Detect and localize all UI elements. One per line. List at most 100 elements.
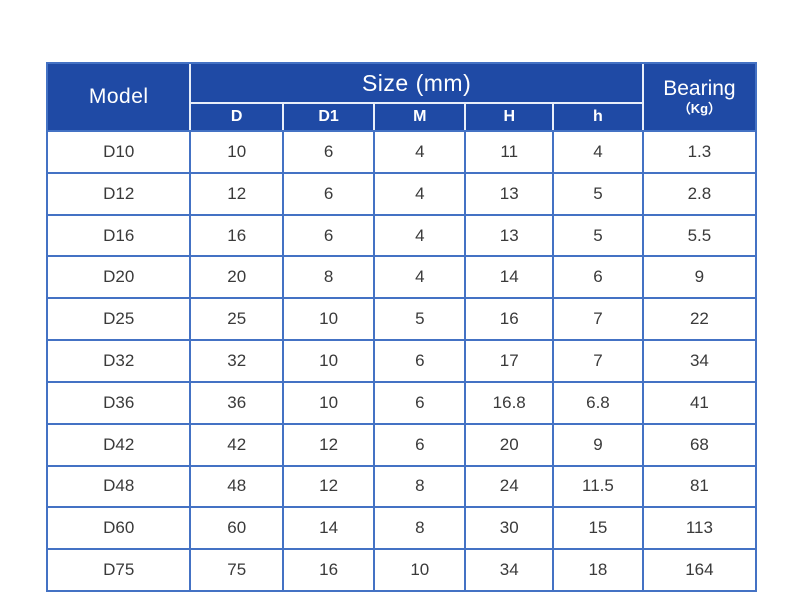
value-cell: 11 [464,130,553,172]
value-cell: 14 [282,506,374,549]
value-cell: 10 [282,297,374,340]
value-cell: 48 [189,464,283,507]
model-cell: D42 [48,422,190,465]
value-cell: 68 [641,422,755,465]
value-cell: 75 [189,548,283,590]
table-row: D75 75 16 10 34 18 164 [48,548,755,590]
value-cell: 6 [373,422,465,465]
model-cell: D10 [48,130,190,172]
value-cell: 16.8 [464,380,553,423]
value-cell: 13 [464,213,553,256]
value-cell: 16 [189,213,283,256]
header-col-H: H [464,102,553,130]
value-cell: 6 [282,213,374,256]
value-cell: 8 [373,464,465,507]
value-cell: 16 [464,297,553,340]
value-cell: 14 [464,255,553,298]
value-cell: 164 [641,548,755,590]
value-cell: 32 [189,339,283,381]
value-cell: 81 [641,464,755,507]
value-cell: 10 [282,339,374,381]
table-row: D48 48 12 8 24 11.5 81 [48,464,755,507]
value-cell: 11.5 [552,464,642,507]
value-cell: 1.3 [641,130,755,172]
header-bearing: Bearing （Kg） [641,64,755,130]
table-body: D10 10 6 4 11 4 1.3 D12 12 6 4 13 5 2.8 D16 16 6 4 13 5 5.5 D… [48,130,755,590]
value-cell: 5.5 [641,213,755,256]
header-col-M: M [373,102,465,130]
model-cell: D25 [48,297,190,340]
value-cell: 6 [373,380,465,423]
value-cell: 17 [464,339,553,381]
value-cell: 8 [282,255,374,298]
value-cell: 18 [552,548,642,590]
value-cell: 5 [552,171,642,214]
table-row: D12 12 6 4 13 5 2.8 [48,171,755,214]
table-row: D36 36 10 6 16.8 6.8 41 [48,380,755,423]
value-cell: 41 [641,380,755,423]
value-cell: 4 [373,213,465,256]
value-cell: 15 [552,506,642,549]
value-cell: 4 [552,130,642,172]
value-cell: 36 [189,380,283,423]
value-cell: 12 [282,422,374,465]
value-cell: 7 [552,339,642,381]
header-col-D1: D1 [282,102,374,130]
value-cell: 9 [641,255,755,298]
model-cell: D12 [48,171,190,214]
model-cell: D32 [48,339,190,381]
value-cell: 34 [464,548,553,590]
value-cell: 4 [373,130,465,172]
value-cell: 42 [189,422,283,465]
table-row: D32 32 10 6 17 7 34 [48,339,755,381]
value-cell: 22 [641,297,755,340]
value-cell: 9 [552,422,642,465]
table-row: D42 42 12 6 20 9 68 [48,422,755,465]
header-bearing-unit: （Kg） [677,101,722,117]
value-cell: 4 [373,255,465,298]
value-cell: 60 [189,506,283,549]
value-cell: 6.8 [552,380,642,423]
value-cell: 113 [641,506,755,549]
table-row: D25 25 10 5 16 7 22 [48,297,755,340]
value-cell: 16 [282,548,374,590]
model-cell: D36 [48,380,190,423]
header-model: Model [48,64,190,130]
table-row: D60 60 14 8 30 15 113 [48,506,755,549]
value-cell: 20 [464,422,553,465]
value-cell: 10 [189,130,283,172]
header-bearing-label: Bearing [663,76,736,100]
value-cell: 6 [552,255,642,298]
header-col-h: h [552,102,642,130]
value-cell: 20 [189,255,283,298]
value-cell: 25 [189,297,283,340]
model-cell: D75 [48,548,190,590]
value-cell: 34 [641,339,755,381]
table-row: D16 16 6 4 13 5 5.5 [48,213,755,256]
table-row: D10 10 6 4 11 4 1.3 [48,130,755,172]
value-cell: 24 [464,464,553,507]
value-cell: 12 [189,171,283,214]
model-cell: D60 [48,506,190,549]
value-cell: 6 [282,171,374,214]
value-cell: 12 [282,464,374,507]
value-cell: 2.8 [641,171,755,214]
value-cell: 6 [373,339,465,381]
value-cell: 5 [373,297,465,340]
value-cell: 10 [282,380,374,423]
value-cell: 4 [373,171,465,214]
model-cell: D20 [48,255,190,298]
table-row: D20 20 8 4 14 6 9 [48,255,755,298]
value-cell: 8 [373,506,465,549]
model-cell: D48 [48,464,190,507]
value-cell: 13 [464,171,553,214]
value-cell: 5 [552,213,642,256]
value-cell: 10 [373,548,465,590]
value-cell: 6 [282,130,374,172]
header-size-group: Size (mm) [189,64,642,102]
model-cell: D16 [48,213,190,256]
